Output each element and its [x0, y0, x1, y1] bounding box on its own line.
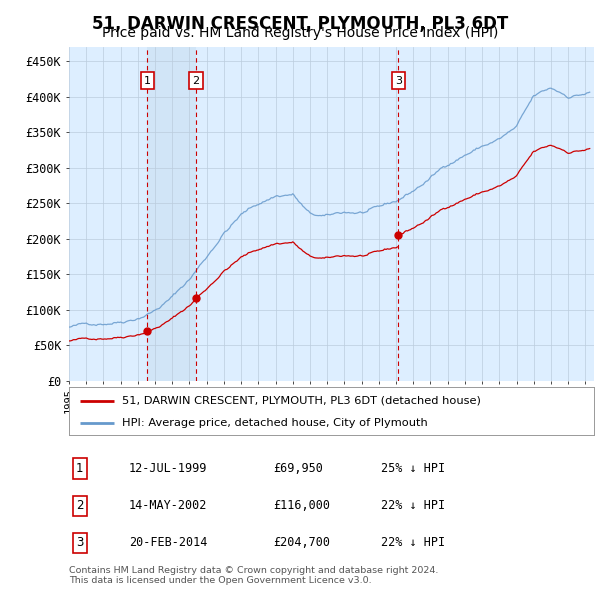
Text: 1: 1 [76, 462, 83, 475]
Text: £116,000: £116,000 [273, 499, 330, 512]
Text: £204,700: £204,700 [273, 536, 330, 549]
Text: 3: 3 [76, 536, 83, 549]
Text: 12-JUL-1999: 12-JUL-1999 [129, 462, 208, 475]
Text: 51, DARWIN CRESCENT, PLYMOUTH, PL3 6DT: 51, DARWIN CRESCENT, PLYMOUTH, PL3 6DT [92, 15, 508, 33]
Text: 20-FEB-2014: 20-FEB-2014 [129, 536, 208, 549]
Bar [147, 47, 196, 381]
Text: 22% ↓ HPI: 22% ↓ HPI [381, 499, 445, 512]
Text: Contains HM Land Registry data © Crown copyright and database right 2024.
This d: Contains HM Land Registry data © Crown c… [69, 566, 439, 585]
Text: 22% ↓ HPI: 22% ↓ HPI [381, 536, 445, 549]
Text: 2: 2 [76, 499, 83, 512]
Text: 51, DARWIN CRESCENT, PLYMOUTH, PL3 6DT (detached house): 51, DARWIN CRESCENT, PLYMOUTH, PL3 6DT (… [121, 395, 481, 405]
Text: 3: 3 [395, 76, 402, 86]
Text: HPI: Average price, detached house, City of Plymouth: HPI: Average price, detached house, City… [121, 418, 427, 428]
Text: 1: 1 [143, 76, 151, 86]
Text: 14-MAY-2002: 14-MAY-2002 [129, 499, 208, 512]
Text: Price paid vs. HM Land Registry's House Price Index (HPI): Price paid vs. HM Land Registry's House … [102, 26, 498, 40]
Text: 2: 2 [193, 76, 200, 86]
Text: 25% ↓ HPI: 25% ↓ HPI [381, 462, 445, 475]
Text: £69,950: £69,950 [273, 462, 323, 475]
